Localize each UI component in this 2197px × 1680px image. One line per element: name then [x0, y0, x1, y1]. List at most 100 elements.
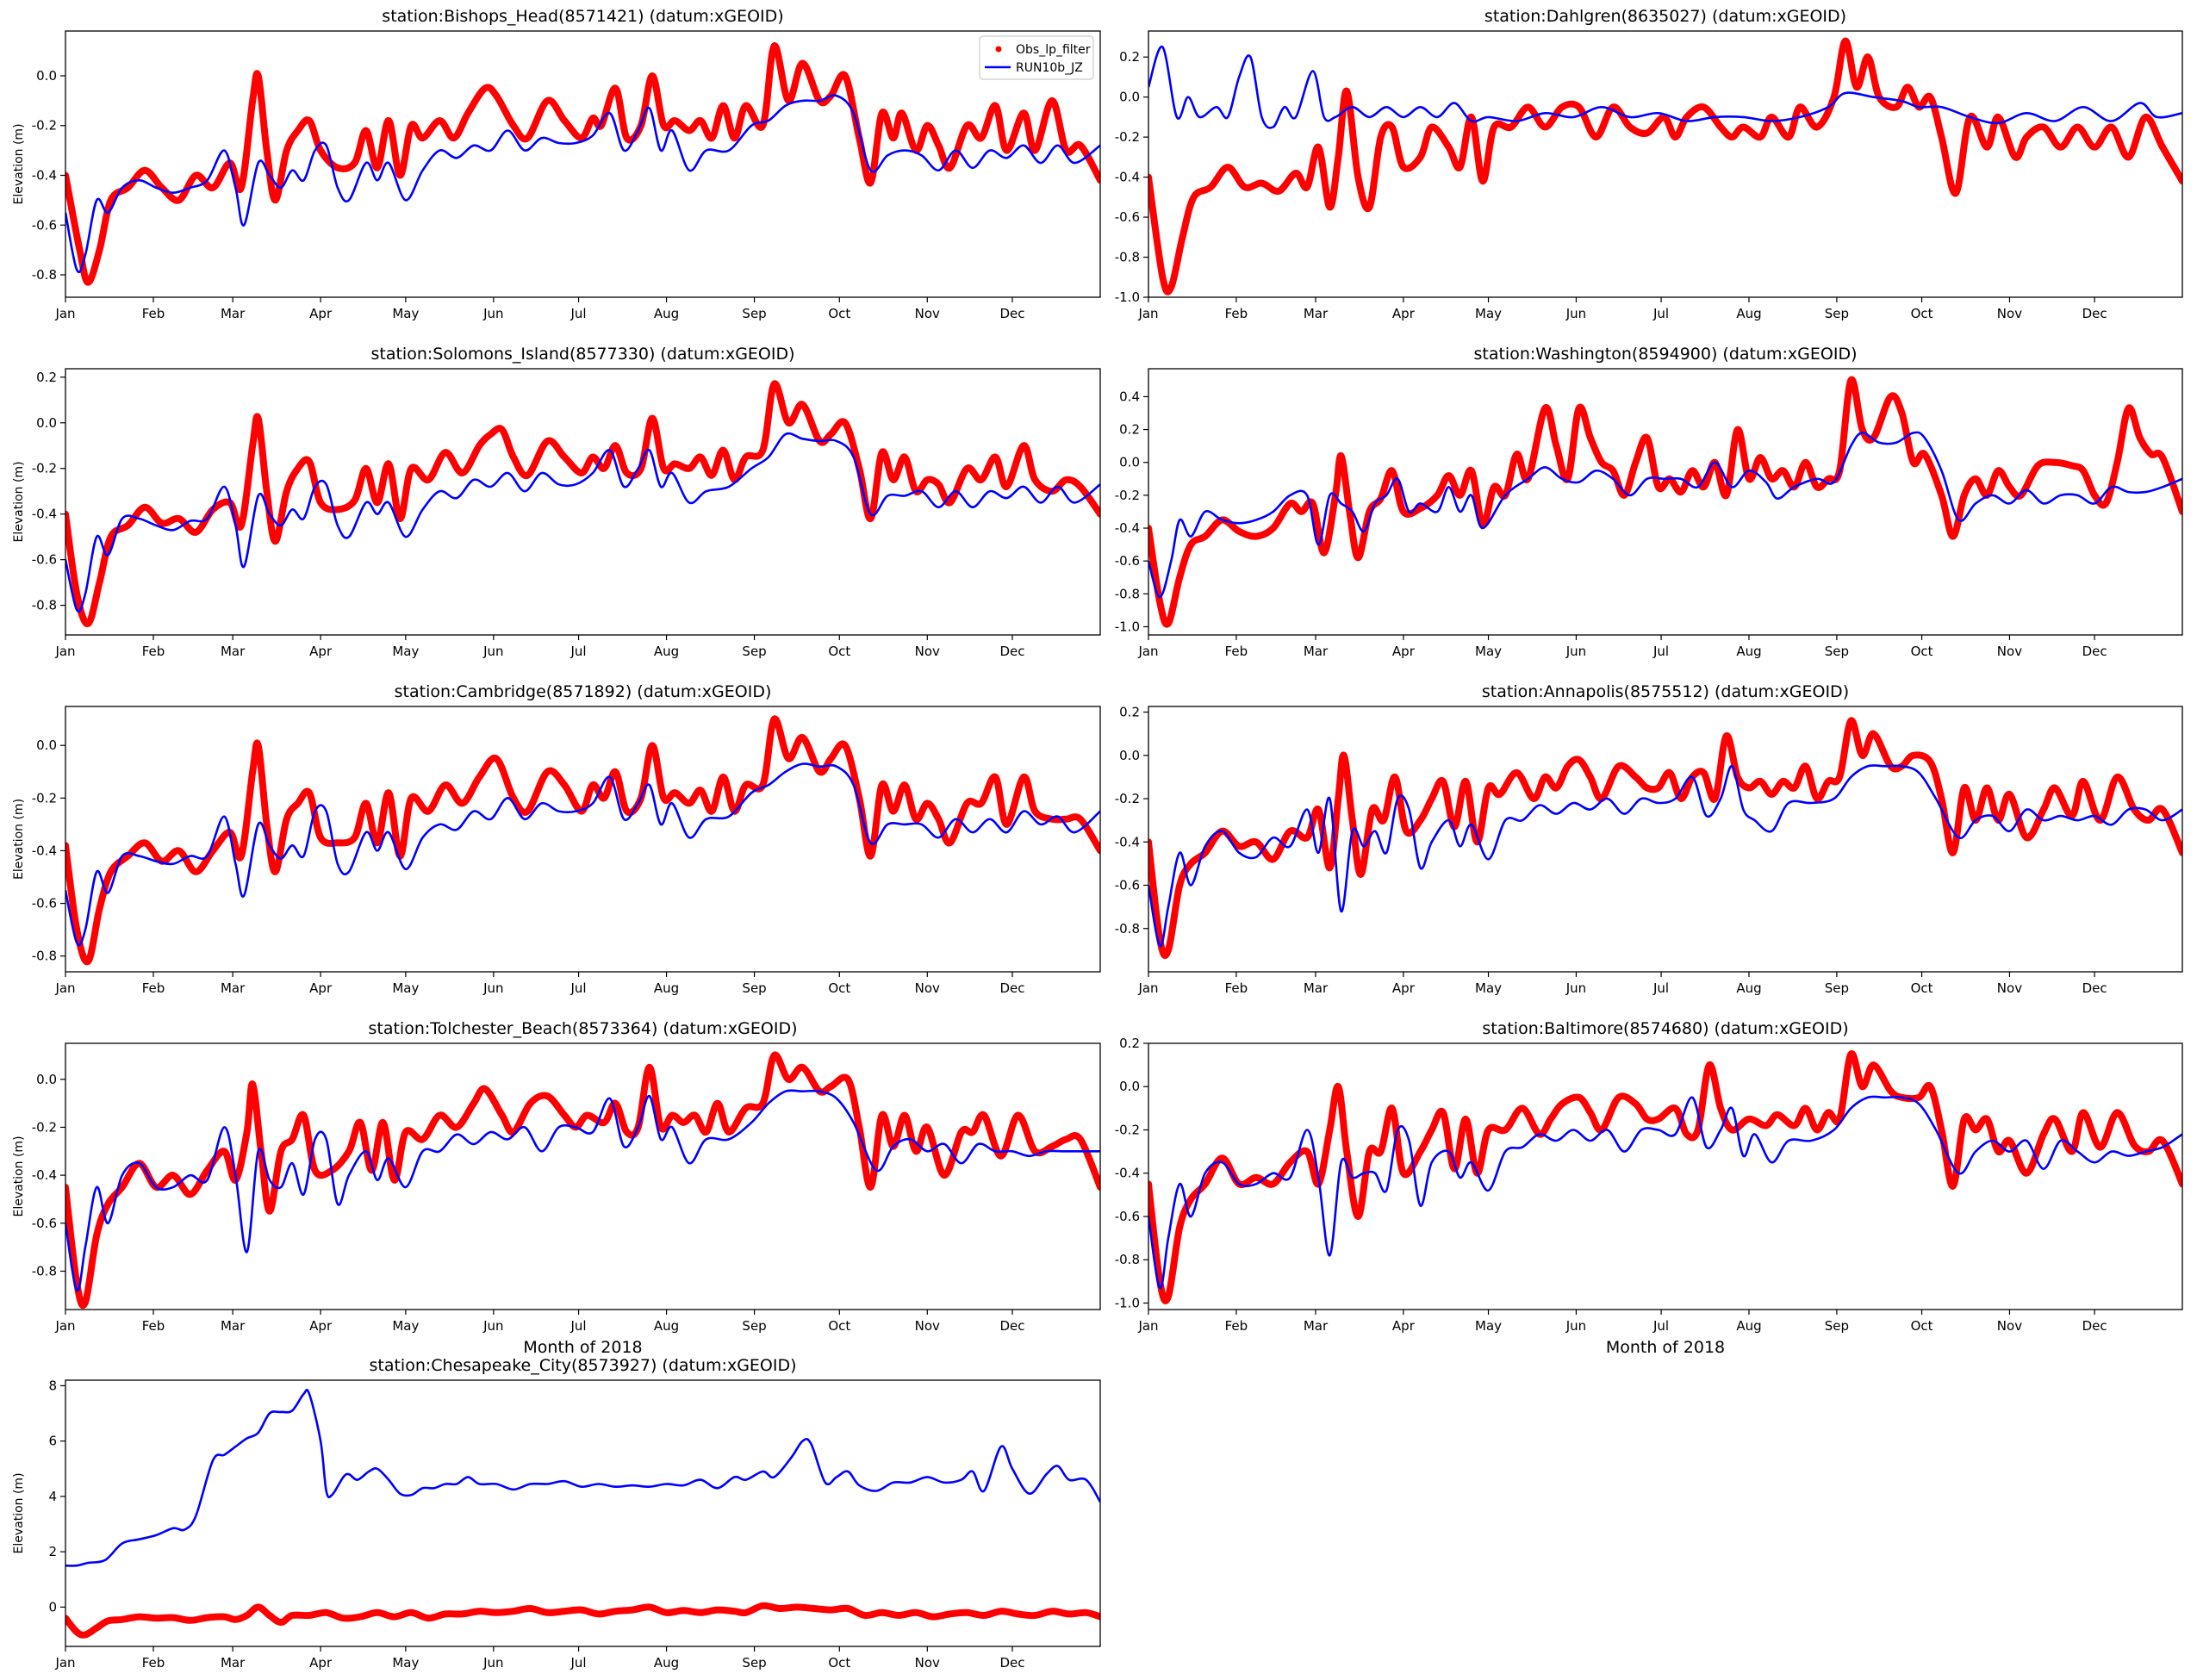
x-tick-label: Jan — [54, 980, 75, 996]
x-tick-label: Jul — [570, 980, 587, 996]
axes-frame — [1148, 368, 2183, 636]
x-tick-label: Oct — [828, 644, 850, 659]
y-tick-label: 0.0 — [1119, 455, 1140, 470]
x-tick-label: Dec — [999, 980, 1024, 996]
series-obs-line — [65, 380, 1100, 627]
x-tick-label: Mar — [1304, 1318, 1329, 1334]
y-tick-label: -0.8 — [32, 598, 57, 613]
y-tick-label: 0.0 — [36, 737, 57, 753]
x-tick-label: Apr — [309, 980, 333, 996]
y-tick-label: -0.8 — [1115, 250, 1140, 265]
x-tick-label: Aug — [1736, 1318, 1761, 1334]
y-tick-label: 4 — [48, 1489, 57, 1504]
series-model-line — [1148, 431, 2182, 599]
x-tick-label: Dec — [999, 1318, 1024, 1334]
subplot-title: station:Baltimore(8574680) (datum:xGEOID… — [1482, 1019, 1848, 1038]
legend-obs-label: Obs_lp_filter — [1016, 43, 1091, 57]
x-tick-label: May — [392, 644, 419, 659]
subplot-title: station:Bishops_Head(8571421) (datum:xGE… — [382, 7, 783, 26]
subplot-7: station:Baltimore(8574680) (datum:xGEOID… — [1115, 1019, 2183, 1357]
x-tick-label: Nov — [915, 306, 940, 321]
x-tick-label: Jun — [482, 1318, 503, 1334]
series-model-line — [65, 1388, 1100, 1567]
x-tick-label: Nov — [915, 980, 940, 996]
x-tick-label: Sep — [742, 306, 766, 321]
x-tick-label: Jan — [1137, 644, 1158, 659]
y-tick-label: -0.2 — [1115, 129, 1140, 145]
series-model-line — [1148, 764, 2182, 948]
x-tick-label: Sep — [1825, 1318, 1849, 1334]
subplot-title: station:Solomons_Island(8577330) (datum:… — [370, 345, 794, 364]
x-tick-label: Aug — [654, 1318, 679, 1334]
axes-frame — [65, 1042, 1101, 1310]
x-tick-label: Feb — [142, 1655, 165, 1671]
x-tick-label: Sep — [1825, 980, 1849, 996]
y-tick-label: -0.2 — [32, 461, 57, 476]
x-tick-label: Feb — [1225, 980, 1248, 996]
y-axis-label: Elevation (m) — [12, 123, 26, 204]
x-tick-label: Sep — [742, 1318, 766, 1334]
series-model-line — [1148, 1095, 2182, 1290]
x-tick-label: Jul — [1652, 306, 1669, 321]
x-tick-label: Jun — [482, 1655, 503, 1671]
y-tick-label: -0.6 — [32, 217, 57, 233]
x-tick-label: Mar — [221, 980, 246, 996]
y-tick-label: 0.0 — [36, 1072, 57, 1087]
y-axis-label: Elevation (m) — [12, 1136, 26, 1216]
x-tick-label: Jan — [1137, 306, 1158, 321]
series-obs-line — [65, 42, 1100, 286]
y-tick-label: -0.2 — [1115, 1122, 1140, 1137]
x-tick-label: Jan — [54, 644, 75, 659]
y-axis-label: Elevation (m) — [12, 799, 26, 880]
x-tick-label: May — [392, 980, 419, 996]
x-tick-label: May — [1475, 980, 1502, 996]
series-obs-line — [65, 1602, 1100, 1639]
y-tick-label: 8 — [48, 1378, 57, 1393]
x-tick-label: Nov — [915, 644, 940, 659]
subplot-title: station:Annapolis(8575512) (datum:xGEOID… — [1482, 682, 1849, 701]
x-tick-label: Apr — [309, 1318, 333, 1334]
x-tick-label: Dec — [999, 306, 1024, 321]
x-tick-label: Oct — [828, 1318, 850, 1334]
subplot-1: station:Dahlgren(8635027) (datum:xGEOID)… — [1115, 7, 2183, 321]
x-tick-label: Feb — [142, 644, 165, 659]
x-tick-label: Oct — [828, 1655, 850, 1671]
x-tick-label: Aug — [1736, 306, 1761, 321]
x-tick-label: Sep — [1825, 306, 1849, 321]
x-tick-label: Nov — [1997, 1318, 2022, 1334]
x-tick-label: Jul — [1652, 644, 1669, 659]
y-tick-label: 6 — [48, 1434, 57, 1449]
subplot-title: station:Tolchester_Beach(8573364) (datum… — [368, 1019, 797, 1038]
legend-box — [979, 35, 1094, 80]
legend-obs-marker — [995, 46, 1002, 53]
y-tick-label: -0.6 — [32, 896, 57, 912]
y-tick-label: -0.4 — [32, 1167, 57, 1183]
y-tick-label: -0.6 — [32, 1216, 57, 1231]
series-obs-line — [1148, 1050, 2182, 1304]
x-tick-label: Sep — [742, 644, 766, 659]
y-tick-label: 0.0 — [36, 68, 57, 84]
series-obs-line — [65, 715, 1100, 966]
legend-model-label: RUN10b_JZ — [1016, 61, 1083, 75]
y-tick-label: -0.2 — [1115, 488, 1140, 503]
subplot-6: station:Tolchester_Beach(8573364) (datum… — [12, 1019, 1101, 1357]
x-tick-label: Apr — [1392, 306, 1416, 321]
x-tick-label: Aug — [654, 1655, 679, 1671]
x-tick-label: Apr — [1392, 644, 1416, 659]
plot-area — [65, 1388, 1100, 1639]
y-tick-label: 0.2 — [1119, 705, 1140, 720]
y-tick-label: -0.2 — [32, 790, 57, 806]
x-tick-label: Mar — [1304, 644, 1329, 659]
x-tick-label: Nov — [1997, 306, 2022, 321]
x-tick-label: Mar — [221, 306, 246, 321]
subplot-title: station:Dahlgren(8635027) (datum:xGEOID) — [1484, 7, 1846, 26]
x-tick-label: Oct — [1911, 980, 1933, 996]
series-model-line — [65, 432, 1100, 613]
x-tick-label: Feb — [1225, 1318, 1248, 1334]
x-tick-label: Nov — [915, 1318, 940, 1334]
plot-area — [1148, 37, 2182, 296]
subplot-title: station:Washington(8594900) (datum:xGEOI… — [1473, 345, 1857, 364]
y-tick-label: 0.0 — [36, 415, 57, 431]
x-tick-label: Jun — [1565, 980, 1586, 996]
